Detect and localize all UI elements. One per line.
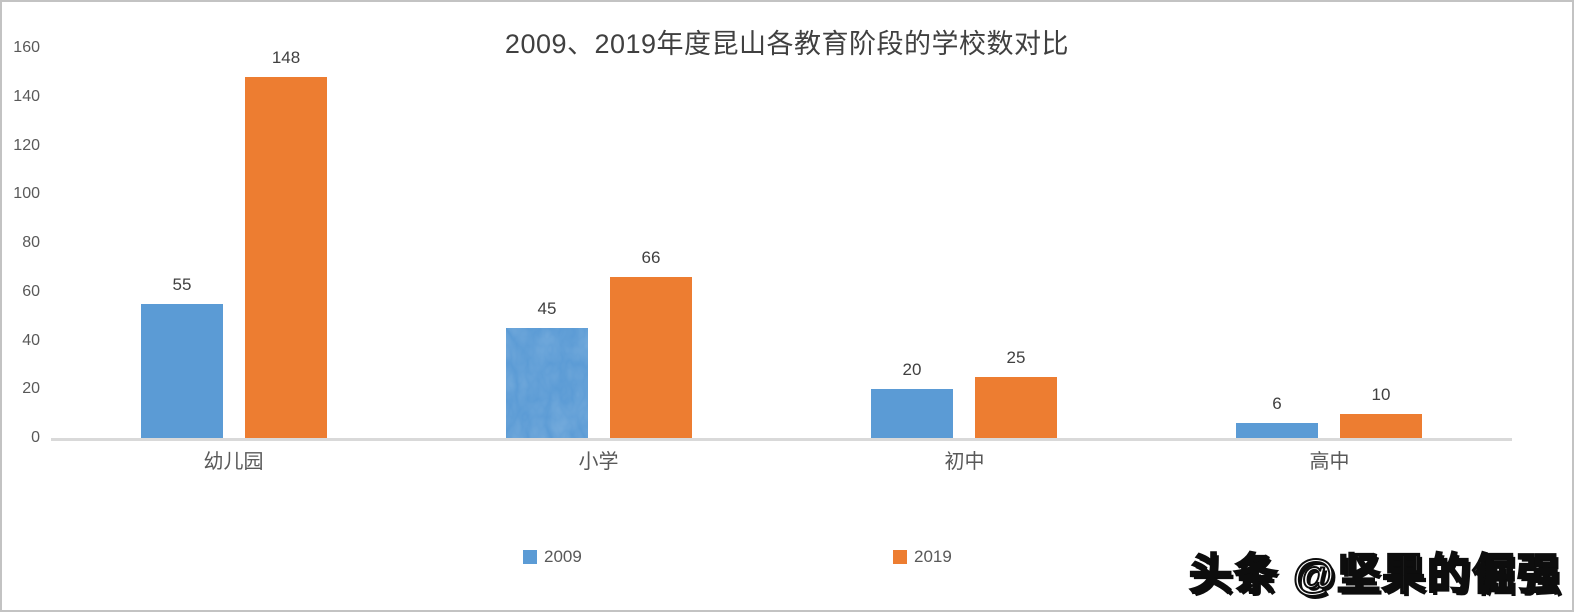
category-label-幼儿园: 幼儿园 [203, 451, 264, 473]
bar-2009-幼儿园 [141, 304, 223, 438]
legend-swatch-2019 [893, 550, 907, 564]
bar-2009-小学 [506, 328, 588, 438]
y-tick-label-120: 120 [13, 136, 40, 154]
bar-2009-高中 [1236, 423, 1318, 438]
legend-label-2019: 2019 [914, 547, 952, 566]
y-tick-label-160: 160 [13, 39, 40, 56]
value-label-2009-幼儿园: 55 [172, 275, 192, 294]
y-tick-label-80: 80 [22, 234, 40, 251]
legend-item-2019: 2019 [893, 547, 952, 567]
x-axis-line [51, 438, 1512, 441]
legend-label-2009: 2009 [544, 547, 582, 566]
bar-2019-高中 [1340, 414, 1422, 438]
value-label-2019-小学: 66 [641, 248, 661, 267]
chart-title: 2009、2019年度昆山各教育阶段的学校数对比 [504, 29, 1070, 59]
y-tick-label-140: 140 [13, 87, 40, 105]
value-label-2019-高中: 10 [1371, 385, 1391, 404]
bar-2019-小学 [610, 277, 692, 438]
marble-texture [506, 328, 588, 438]
y-tick-label-60: 60 [22, 282, 40, 300]
y-tick-label-40: 40 [22, 331, 40, 349]
bar-2019-初中 [975, 377, 1057, 438]
value-label-2019-初中: 25 [1006, 348, 1026, 367]
category-label-初中: 初中 [944, 451, 985, 473]
bar-2009-初中 [871, 389, 953, 438]
y-tick-label-100: 100 [13, 185, 40, 203]
y-tick-label-0: 0 [31, 429, 40, 446]
watermark-toutiao: 头条 @坚果的倔强 [1188, 550, 1562, 600]
y-tick-label-20: 20 [22, 380, 40, 398]
value-label-2019-幼儿园: 148 [271, 48, 301, 67]
category-label-小学: 小学 [578, 451, 619, 473]
value-label-2009-小学: 45 [537, 299, 557, 318]
legend-swatch-2009 [523, 550, 537, 564]
category-label-高中: 高中 [1309, 451, 1350, 473]
bar-2019-幼儿园 [245, 77, 327, 438]
value-label-2009-高中: 6 [1272, 394, 1282, 413]
value-label-2009-初中: 20 [902, 360, 922, 379]
legend-item-2009: 2009 [523, 547, 582, 567]
